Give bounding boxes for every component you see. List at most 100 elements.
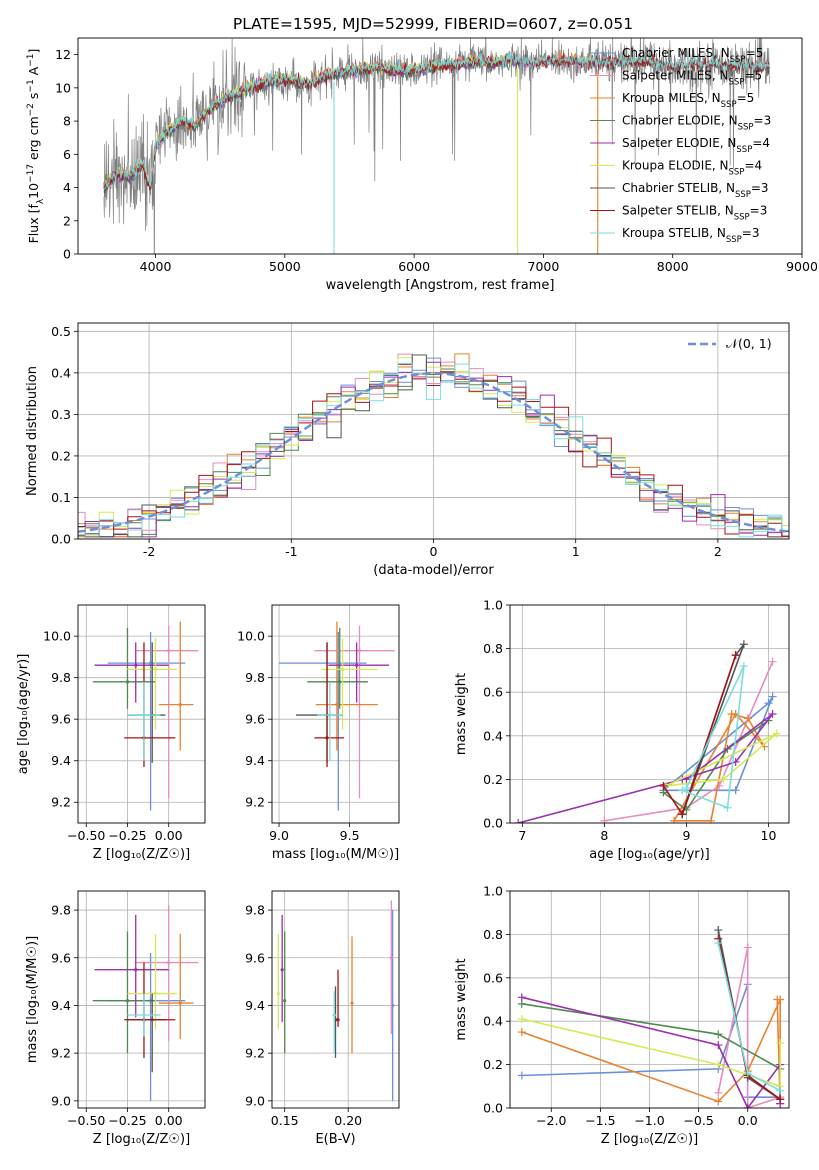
y-tick-label: 0.4 <box>483 1014 503 1029</box>
x-tick-label: 9000 <box>786 259 818 274</box>
x-tick-label: −0.50 <box>67 828 105 843</box>
axes-frame <box>77 890 206 1109</box>
y-tick-label: 8 <box>63 114 71 129</box>
data-point-salpeter-elodie <box>355 663 359 667</box>
weight-marker <box>743 1069 752 1078</box>
x-axis-label: E(B-V) <box>315 1132 355 1147</box>
weight-marker <box>772 729 781 738</box>
weight-marker <box>743 1104 752 1108</box>
x-tick-label: 9.0 <box>269 828 289 843</box>
weight-marker <box>659 781 668 790</box>
weight-marker <box>682 784 691 793</box>
y-tick-label: 4 <box>63 180 71 195</box>
histogram-kroupa-stelib <box>78 362 789 538</box>
weight-line-salpeter-miles <box>717 947 781 1108</box>
weight-marker <box>739 662 748 671</box>
x-tick-label: 8 <box>600 828 608 843</box>
axes-frame <box>271 890 400 1109</box>
x-axis-label: Z [log₁₀(Z/Z☉)] <box>93 847 190 862</box>
data-point-kroupa-stelib <box>142 713 146 717</box>
data-point-kroupa-elodie <box>340 667 345 671</box>
y-axis-label: age [log₁₀(age/yr)] <box>16 654 31 775</box>
y-tick-label: 9.2 <box>51 795 71 810</box>
y-tick-label: 1.0 <box>483 884 503 899</box>
data-point-salpeter-elodie <box>280 968 284 972</box>
weight-marker <box>768 710 777 718</box>
y-axis-label: Flux [fλ10−17 erg cm−2 s−1 A−1] <box>26 49 46 244</box>
weight-marker <box>707 816 716 823</box>
data-point-chabrier-elodie <box>125 680 130 684</box>
model-spectrum-kroupa-stelib <box>103 51 770 190</box>
residuals-legend: 𝒩(0, 1) <box>688 336 772 351</box>
y-tick-label: 0.6 <box>483 685 503 700</box>
y-tick-label: 9.4 <box>51 753 71 768</box>
axes-frame <box>77 604 206 824</box>
weight-marker <box>600 816 609 823</box>
legend-label: Kroupa ELODIE, NSSP=4 <box>622 159 762 178</box>
legend-label: 𝒩(0, 1) <box>726 336 772 351</box>
y-tick-label: 0.2 <box>483 1057 503 1072</box>
weight-marker <box>714 1088 723 1097</box>
data-point-kroupa-miles <box>350 1001 354 1005</box>
weight-marker <box>715 781 724 790</box>
weight-marker <box>670 816 679 823</box>
x-tick-label: -2 <box>143 544 155 559</box>
x-tick-label: −0.25 <box>108 828 146 843</box>
data-point-chabrier-elodie <box>338 680 342 684</box>
data-point-salpeter-elodie <box>134 663 138 667</box>
x-axis-label: Z [log₁₀(Z/Z☉)] <box>601 1132 698 1147</box>
legend-label: Chabrier MILES, NSSP=5 <box>622 46 763 65</box>
y-tick-label: 2 <box>63 213 71 228</box>
y-tick-label: 0.0 <box>483 816 503 831</box>
weight-marker <box>714 1097 723 1106</box>
y-tick-label: 0.2 <box>51 448 71 463</box>
weight-line-kroupa-stelib <box>682 665 745 809</box>
x-tick-label: 9 <box>682 828 690 843</box>
figure-title: PLATE=1595, MJD=52999, FIBERID=0607, z=0… <box>233 15 633 33</box>
x-tick-label: 8000 <box>657 259 689 274</box>
x-tick-label: 9.5 <box>340 828 360 843</box>
weight-marker <box>776 1095 785 1104</box>
data-point-salpeter-miles <box>357 649 362 653</box>
y-tick-label: 0.3 <box>51 407 71 422</box>
y-tick-label: 9.8 <box>245 670 265 685</box>
data-point-kroupa-elodie <box>153 991 158 996</box>
y-tick-label: 1.0 <box>483 598 503 613</box>
x-tick-label: 0.15 <box>271 1113 299 1128</box>
y-tick-label: 9.4 <box>245 753 265 768</box>
y-tick-label: 9.2 <box>245 795 265 810</box>
legend-label: Chabrier STELIB, NSSP=3 <box>622 181 769 200</box>
x-tick-label: 0.00 <box>155 828 183 843</box>
x-tick-label: −1.0 <box>634 1113 664 1128</box>
x-tick-label: 0.20 <box>334 1113 362 1128</box>
axes-frame <box>509 890 790 1109</box>
y-tick-label: 0.0 <box>483 1101 503 1116</box>
x-tick-label: −0.5 <box>683 1113 713 1128</box>
data-point-salpeter-miles <box>167 649 171 653</box>
x-tick-label: 10 <box>761 828 777 843</box>
normal-reference-curve <box>78 372 787 533</box>
weight-marker <box>517 993 526 1002</box>
y-tick-label: 9.6 <box>51 712 71 727</box>
x-tick-label: 6000 <box>398 259 430 274</box>
legend-label: Chabrier ELODIE, NSSP=3 <box>622 114 771 133</box>
x-tick-label: 4000 <box>140 259 172 274</box>
legend-label: Kroupa STELIB, NSSP=3 <box>622 226 760 245</box>
y-tick-label: 9.4 <box>245 998 265 1013</box>
weight-marker <box>714 1030 723 1039</box>
x-tick-label: 0.00 <box>155 1113 183 1128</box>
y-tick-label: 10.0 <box>43 629 71 644</box>
weight-marker <box>768 657 777 666</box>
data-point-chabrier-elodie <box>283 999 287 1003</box>
y-tick-label: 9.0 <box>245 1093 265 1108</box>
weight-marker <box>743 714 752 723</box>
weight-marker <box>743 943 752 952</box>
x-tick-label: 7000 <box>528 259 560 274</box>
weight-marker <box>739 640 748 649</box>
data-point-kroupa-stelib <box>328 713 332 717</box>
x-axis-label: (data-model)/error <box>373 563 494 578</box>
data-point-chabrier-miles <box>148 661 153 665</box>
y-axis-label: mass weight <box>454 958 469 1040</box>
data-point-salpeter-miles <box>389 956 393 960</box>
x-axis-label: wavelength [Angstrom, rest frame] <box>326 278 555 293</box>
